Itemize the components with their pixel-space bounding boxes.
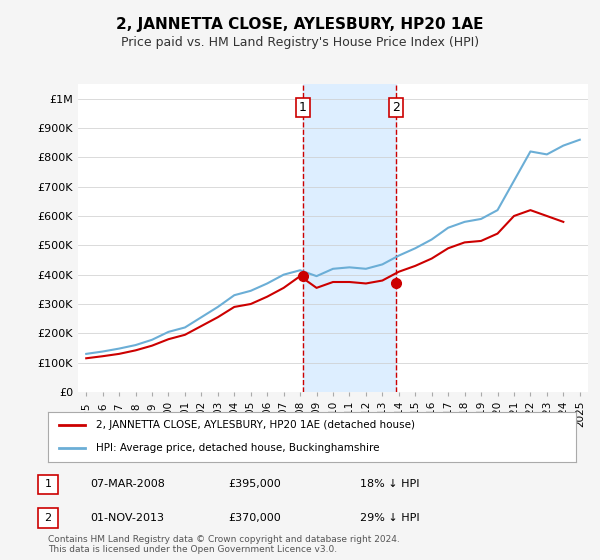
Text: 01-NOV-2013: 01-NOV-2013 [90, 513, 164, 523]
Text: £370,000: £370,000 [228, 513, 281, 523]
Text: £395,000: £395,000 [228, 479, 281, 489]
Text: 2, JANNETTA CLOSE, AYLESBURY, HP20 1AE (detached house): 2, JANNETTA CLOSE, AYLESBURY, HP20 1AE (… [95, 420, 415, 430]
Text: 2: 2 [44, 513, 52, 523]
Text: HPI: Average price, detached house, Buckinghamshire: HPI: Average price, detached house, Buck… [95, 444, 379, 454]
Text: 29% ↓ HPI: 29% ↓ HPI [360, 513, 419, 523]
Text: Price paid vs. HM Land Registry's House Price Index (HPI): Price paid vs. HM Land Registry's House … [121, 36, 479, 49]
Text: 2, JANNETTA CLOSE, AYLESBURY, HP20 1AE: 2, JANNETTA CLOSE, AYLESBURY, HP20 1AE [116, 17, 484, 32]
Text: 07-MAR-2008: 07-MAR-2008 [90, 479, 165, 489]
Text: 1: 1 [44, 479, 52, 489]
Text: 18% ↓ HPI: 18% ↓ HPI [360, 479, 419, 489]
Text: Contains HM Land Registry data © Crown copyright and database right 2024.
This d: Contains HM Land Registry data © Crown c… [48, 535, 400, 554]
Text: 2: 2 [392, 101, 400, 114]
Bar [303, 84, 396, 392]
Text: 1: 1 [299, 101, 307, 114]
